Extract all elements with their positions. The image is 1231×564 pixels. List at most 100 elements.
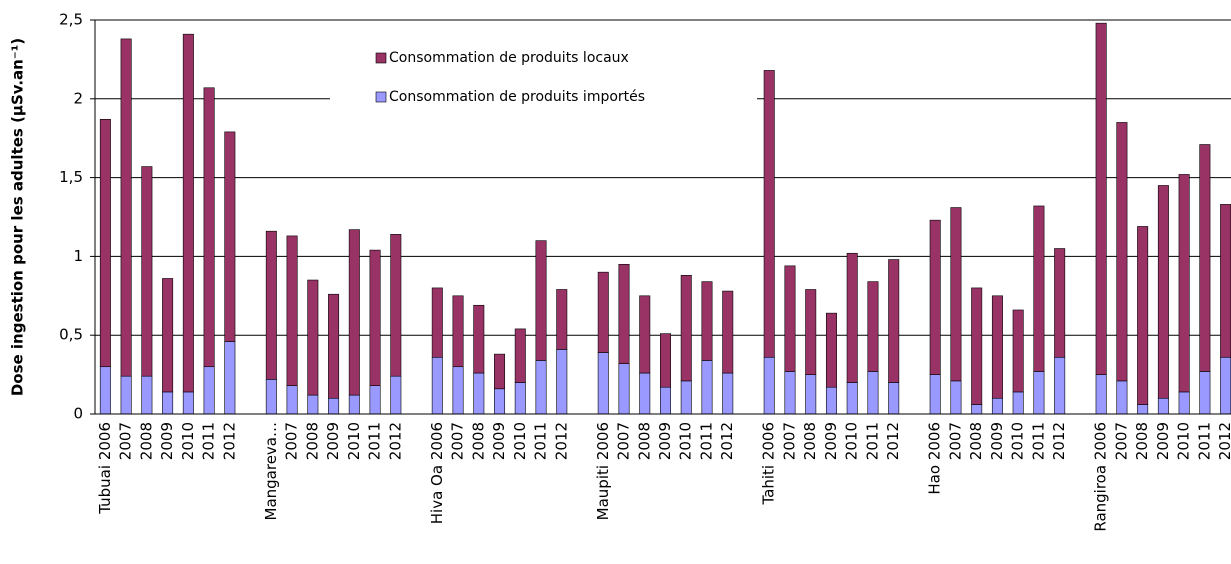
bar-segment xyxy=(722,290,734,374)
x-tick-label: 2009 xyxy=(324,422,342,460)
x-tick-label: 2010 xyxy=(677,422,695,460)
bar-segment xyxy=(825,386,837,415)
legend-box xyxy=(330,40,757,115)
bar-segment xyxy=(867,281,879,372)
x-tick-label: 2008 xyxy=(801,422,819,460)
bar-segment xyxy=(369,385,381,415)
bar-segment xyxy=(597,271,609,353)
bar-segment xyxy=(494,388,506,415)
x-tick-label: 2009 xyxy=(656,422,674,460)
bar-segment xyxy=(494,353,506,390)
bar-segment xyxy=(120,38,132,377)
y-tick-label: 0 xyxy=(73,405,83,423)
bar-segment xyxy=(1178,174,1190,393)
x-tick-label: 2007 xyxy=(946,422,964,460)
bar-segment xyxy=(182,391,194,415)
y-tick-label: 2 xyxy=(73,89,83,107)
bar-segment xyxy=(763,356,775,415)
bar-segment xyxy=(307,279,319,396)
x-tick-label: 2011 xyxy=(863,422,881,460)
x-tick-label: 2012 xyxy=(220,422,238,460)
x-tick-label: Rangiroa 2006 xyxy=(1092,422,1110,532)
x-tick-label: Hao 2006 xyxy=(926,422,944,495)
bar-segment xyxy=(473,372,485,415)
bar-segment xyxy=(1199,144,1211,372)
bar-segment xyxy=(805,289,817,375)
bar-segment xyxy=(805,374,817,415)
x-tick-label: 2010 xyxy=(345,422,363,460)
bar-segment xyxy=(1033,205,1045,372)
bar-segment xyxy=(162,391,174,415)
bar-segment xyxy=(660,386,671,415)
bar-segment xyxy=(182,33,194,393)
bar-segment xyxy=(141,166,153,377)
x-tick-label: 2008 xyxy=(1133,422,1151,460)
bar-segment xyxy=(162,278,174,393)
x-tick-label: 2012 xyxy=(1216,422,1231,460)
bar-segment xyxy=(514,382,526,415)
bar-segment xyxy=(950,207,962,382)
bar-segment xyxy=(846,252,858,383)
bar-segment xyxy=(1178,391,1190,415)
x-tick-label: Mangareva… xyxy=(262,422,280,521)
x-tick-label: 2011 xyxy=(366,422,384,460)
bar-segment xyxy=(286,385,298,415)
x-tick-label: 2009 xyxy=(158,422,176,460)
bar-segment xyxy=(556,349,568,415)
x-tick-label: 2008 xyxy=(635,422,653,460)
bar-segment xyxy=(431,356,443,415)
x-tick-label: 2010 xyxy=(843,422,861,460)
legend-swatch xyxy=(375,52,387,64)
bar-segment xyxy=(265,230,277,380)
bar-segment xyxy=(328,293,340,399)
x-tick-label: 2011 xyxy=(1029,422,1047,460)
bar-segment xyxy=(701,281,713,361)
bar-segment xyxy=(763,70,775,358)
bar-segment xyxy=(680,275,692,382)
bar-segment xyxy=(348,394,360,415)
y-tick-label: 1 xyxy=(73,247,83,265)
x-tick-label: 2010 xyxy=(1009,422,1027,460)
x-tick-label: Tahiti 2006 xyxy=(760,422,778,506)
x-tick-label: 2008 xyxy=(303,422,321,460)
x-tick-label: 2011 xyxy=(697,422,715,460)
x-tick-label: 2010 xyxy=(1175,422,1193,460)
bar-segment xyxy=(99,366,111,415)
bar-segment xyxy=(991,295,1003,399)
bar-segment xyxy=(452,295,464,368)
bar-segment xyxy=(722,372,734,415)
bar-segment xyxy=(888,259,900,383)
x-tick-label: 2007 xyxy=(117,422,135,460)
bar-segment xyxy=(660,333,671,388)
bar-segment xyxy=(307,394,319,415)
bar-segment xyxy=(452,366,464,415)
bar-segment xyxy=(224,341,236,415)
x-tick-label: 2009 xyxy=(822,422,840,460)
x-tick-label: 2009 xyxy=(490,422,508,460)
bar-segment xyxy=(680,380,692,415)
bar-segment xyxy=(1012,309,1024,393)
bar-segment xyxy=(618,263,630,364)
bar-segment xyxy=(1137,226,1149,405)
x-tick-label: 2012 xyxy=(552,422,570,460)
bar-segment xyxy=(1095,22,1107,375)
x-tick-label: Hiva Oa 2006 xyxy=(428,422,446,524)
bar-segment xyxy=(639,372,651,415)
x-tick-label: 2007 xyxy=(449,422,467,460)
bar-segment xyxy=(618,363,630,415)
legend-label: Consommation de produits importés xyxy=(389,89,645,105)
bar-segment xyxy=(971,404,983,415)
bar-segment xyxy=(929,374,941,415)
bar-segment xyxy=(203,87,215,368)
bar-segment xyxy=(1116,122,1128,382)
bar-segment xyxy=(141,375,153,415)
bar-segment xyxy=(1199,371,1211,415)
bar-segment xyxy=(286,235,298,386)
x-tick-label: 2007 xyxy=(1112,422,1130,460)
x-tick-label: 2007 xyxy=(780,422,798,460)
legend-label: Consommation de produits locaux xyxy=(389,50,629,66)
x-tick-label: 2008 xyxy=(469,422,487,460)
bar-segment xyxy=(971,287,983,405)
bar-segment xyxy=(888,382,900,415)
